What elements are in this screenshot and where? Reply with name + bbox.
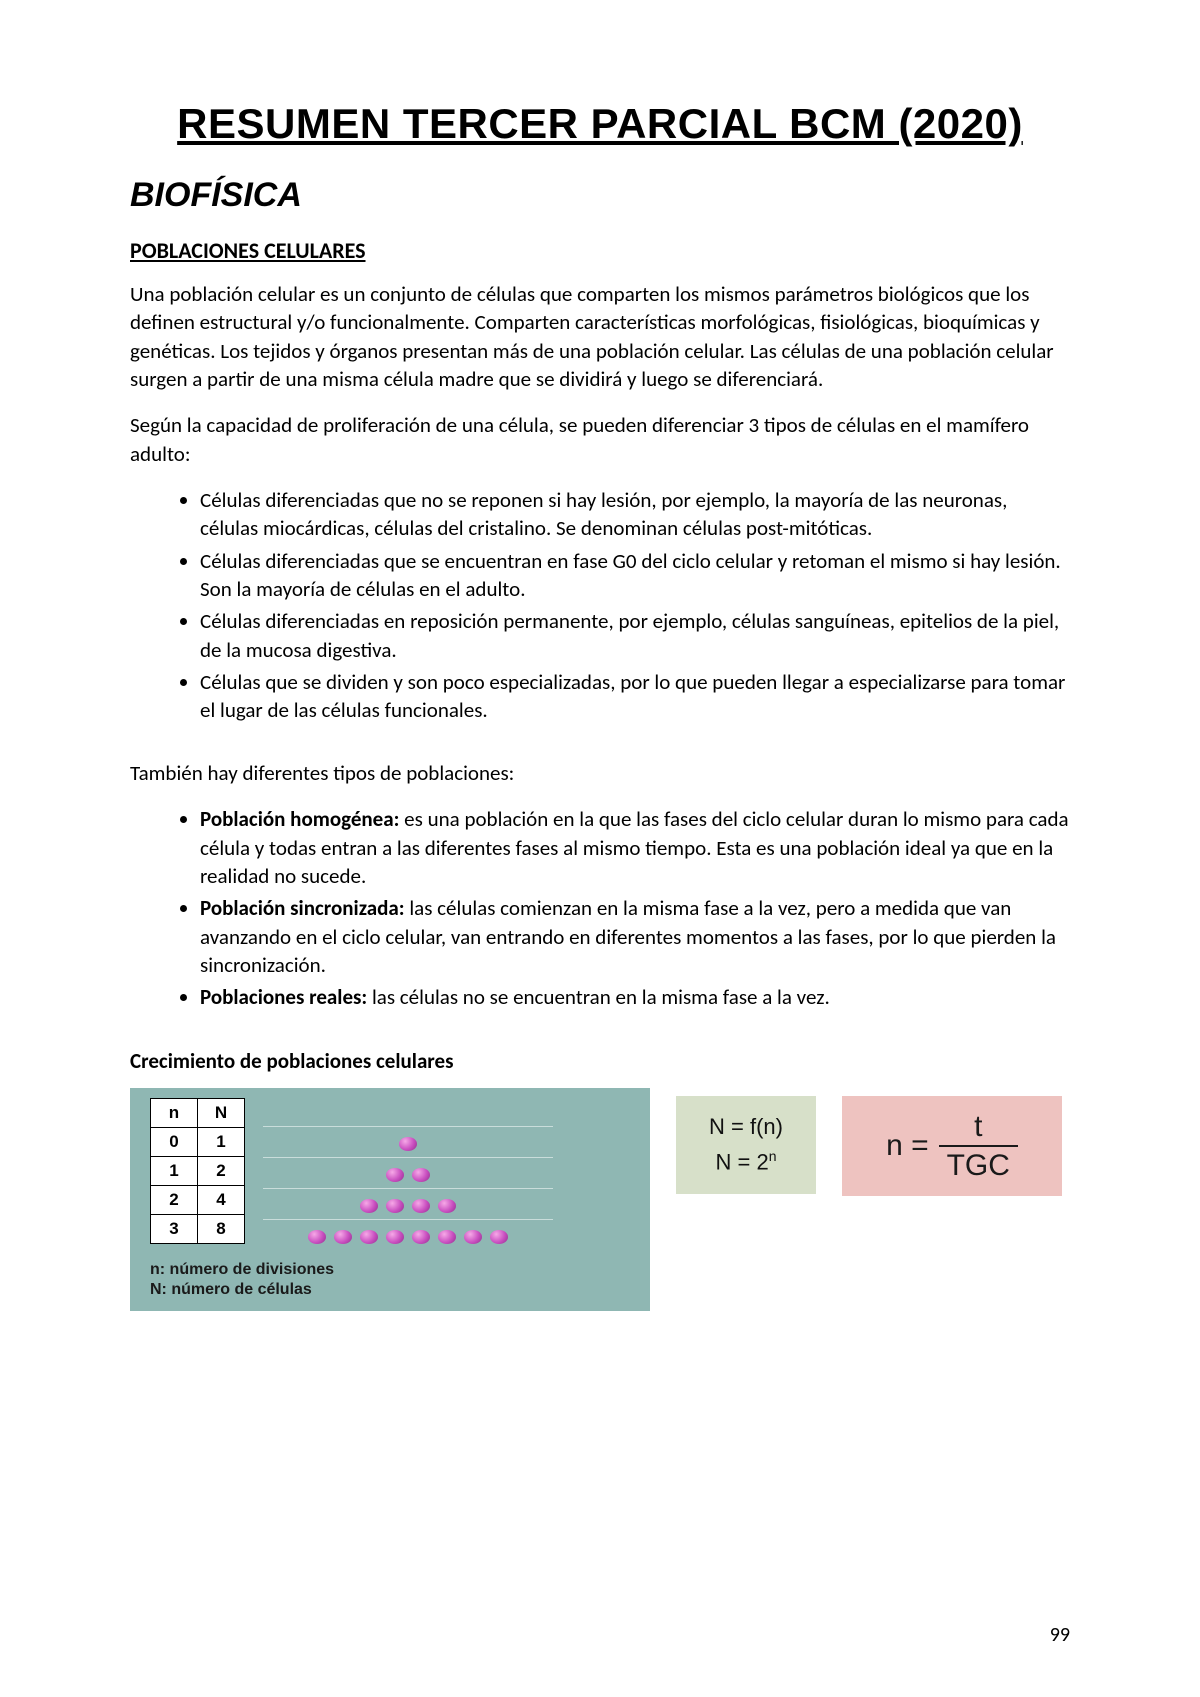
list-item-bold: Poblaciones reales: (200, 984, 367, 1010)
cell-icon (334, 1230, 352, 1244)
cell-icon (386, 1199, 404, 1213)
cell-icon (360, 1230, 378, 1244)
list-item: Células diferenciadas en reposición perm… (200, 607, 1070, 664)
cell-diagram (263, 1098, 553, 1250)
subsection-heading: POBLACIONES CELULARES (130, 237, 1070, 264)
cell-row (263, 1162, 553, 1189)
cell-icon (438, 1199, 456, 1213)
cell-icon (360, 1199, 378, 1213)
page-title: RESUMEN TERCER PARCIAL BCM (2020) (130, 100, 1070, 148)
formula-line: N = 2n (716, 1148, 777, 1175)
list-item: Población sincronizada: las células comi… (200, 894, 1070, 979)
table-cell: 2 (198, 1156, 245, 1185)
list-item: Células que se dividen y son poco especi… (200, 668, 1070, 725)
table-cell: 1 (151, 1156, 198, 1185)
nN-table: n N 0 1 1 2 2 4 (150, 1098, 245, 1244)
table-cell: 8 (198, 1214, 245, 1243)
list-item: Células diferenciadas que se encuentran … (200, 547, 1070, 604)
formula-fraction: n = t TGC (886, 1110, 1018, 1182)
formula-left: n = (886, 1129, 939, 1163)
cell-row (263, 1100, 553, 1127)
cell-icon (412, 1168, 430, 1182)
table-cell: 2 (151, 1185, 198, 1214)
list-item: Poblaciones reales: las células no se en… (200, 983, 1070, 1011)
cell-row (263, 1224, 553, 1250)
figure-row: n N 0 1 1 2 2 4 (130, 1088, 1070, 1312)
cell-row (263, 1131, 553, 1158)
paragraph-2: Según la capacidad de proliferación de u… (130, 411, 1070, 468)
list-item: Población homogénea: es una población en… (200, 805, 1070, 890)
cell-icon (386, 1230, 404, 1244)
subsubsection-heading: Crecimiento de poblaciones celulares (130, 1048, 1070, 1074)
cell-icon (308, 1230, 326, 1244)
list-item: Células diferenciadas que no se reponen … (200, 486, 1070, 543)
table-cell: 4 (198, 1185, 245, 1214)
cell-icon (490, 1230, 508, 1244)
paragraph-3: También hay diferentes tipos de poblacio… (130, 759, 1070, 787)
formula-numerator: t (966, 1110, 990, 1145)
growth-legend: n: número de divisiones N: número de cél… (150, 1260, 636, 1302)
list-item-bold: Población sincronizada: (200, 895, 405, 921)
list-item-rest: las células no se encuentran en la misma… (367, 984, 830, 1010)
cell-icon (412, 1230, 430, 1244)
section-heading: BIOFÍSICA (130, 176, 1070, 215)
formula-exponent: n (769, 1148, 777, 1164)
document-page: RESUMEN TERCER PARCIAL BCM (2020) BIOFÍS… (0, 0, 1200, 1697)
formula-denominator: TGC (939, 1147, 1018, 1182)
cell-icon (464, 1230, 482, 1244)
list-item-bold: Población homogénea: (200, 806, 399, 832)
growth-panel-top: n N 0 1 1 2 2 4 (150, 1098, 636, 1250)
formula-base: N = 2 (716, 1149, 769, 1174)
table-cell: 1 (198, 1127, 245, 1156)
table-cell: 0 (151, 1127, 198, 1156)
growth-panel: n N 0 1 1 2 2 4 (130, 1088, 650, 1312)
table-cell: 3 (151, 1214, 198, 1243)
page-number: 99 (1050, 1623, 1070, 1647)
table-header: n (151, 1098, 198, 1127)
cell-icon (412, 1199, 430, 1213)
cell-icon (399, 1137, 417, 1151)
legend-line: n: número de divisiones (150, 1260, 636, 1281)
paragraph-1: Una población celular es un conjunto de … (130, 280, 1070, 393)
table-header: N (198, 1098, 245, 1127)
formula-box-2: n = t TGC (842, 1096, 1062, 1196)
bullet-list-1: Células diferenciadas que no se reponen … (130, 486, 1070, 725)
formula-line: N = f(n) (709, 1114, 783, 1140)
cell-row (263, 1193, 553, 1220)
cell-icon (438, 1230, 456, 1244)
formula-box-1: N = f(n) N = 2n (676, 1096, 816, 1194)
cell-icon (386, 1168, 404, 1182)
bullet-list-2: Población homogénea: es una población en… (130, 805, 1070, 1011)
legend-line: N: número de células (150, 1280, 636, 1301)
